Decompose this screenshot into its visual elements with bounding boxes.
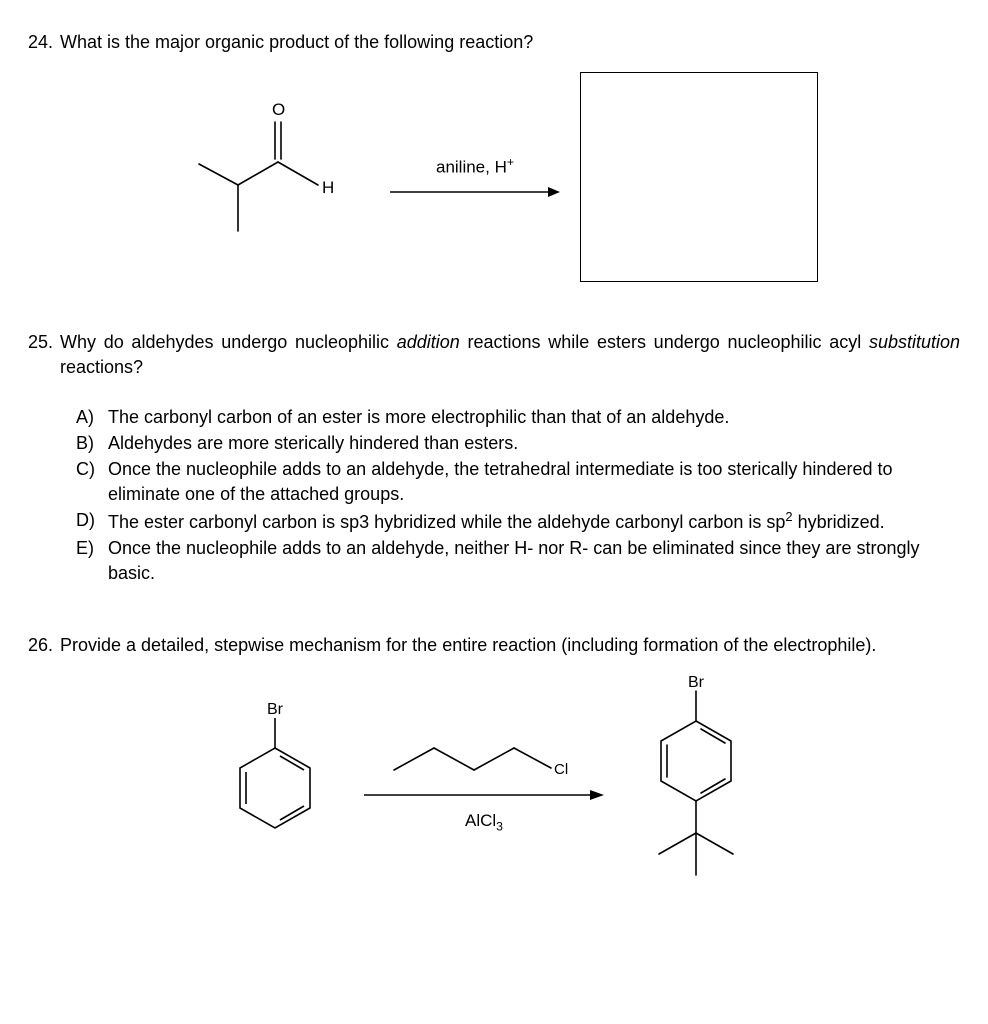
choice-text: Once the nucleophile adds to an aldehyde…: [108, 536, 960, 585]
q24-arrow-block: aniline, H+: [380, 154, 570, 202]
q26-reactant: Br: [212, 696, 342, 866]
question-25: 25. Why do aldehydes undergo nucleophili…: [28, 330, 960, 585]
choice-letter: D): [76, 508, 108, 532]
q24-o-label: O: [272, 100, 285, 119]
choice-text: The ester carbonyl carbon is sp3 hybridi…: [108, 508, 960, 534]
q24-number: 24.: [28, 30, 60, 54]
q26-product: Br: [626, 671, 776, 891]
q25-text: Why do aldehydes undergo nucleophilic ad…: [60, 330, 960, 379]
q24-answer-box: [580, 72, 818, 282]
choice-letter: A): [76, 405, 108, 429]
q26-text: Provide a detailed, stepwise mechanism f…: [60, 633, 960, 657]
choice-letter: C): [76, 457, 108, 481]
q26-reactant-br: Br: [267, 701, 284, 718]
q26-catalyst: AlCl3: [465, 810, 503, 835]
q25-number: 25.: [28, 330, 60, 354]
q25-choice: A)The carbonyl carbon of an ester is mor…: [76, 405, 960, 429]
choice-letter: B): [76, 431, 108, 455]
q26-cl-label: Cl: [554, 761, 568, 778]
q24-reaction: O H aniline, H+: [28, 72, 960, 282]
choice-text: Once the nucleophile adds to an aldehyde…: [108, 457, 960, 506]
q26-arrow: [362, 786, 607, 804]
q26-figure: Br Cl: [28, 671, 960, 891]
choice-letter: E): [76, 536, 108, 560]
q25-choice: D)The ester carbonyl carbon is sp3 hybri…: [76, 508, 960, 534]
q26-product-br: Br: [688, 674, 705, 691]
q26-number: 26.: [28, 633, 60, 657]
q26-reagent-structure: Cl: [379, 728, 589, 786]
q25-header: 25. Why do aldehydes undergo nucleophili…: [28, 330, 960, 379]
question-24: 24. What is the major organic product of…: [28, 30, 960, 282]
q25-choice: B)Aldehydes are more sterically hindered…: [76, 431, 960, 455]
q25-choices: A)The carbonyl carbon of an ester is mor…: [76, 405, 960, 585]
q25-choice: C)Once the nucleophile adds to an aldehy…: [76, 457, 960, 506]
choice-text: Aldehydes are more sterically hindered t…: [108, 431, 960, 455]
q24-reactant-structure: O H: [170, 87, 370, 267]
q26-header: 26. Provide a detailed, stepwise mechani…: [28, 633, 960, 657]
q24-text: What is the major organic product of the…: [60, 30, 960, 54]
q24-arrow: [388, 183, 563, 201]
question-26: 26. Provide a detailed, stepwise mechani…: [28, 633, 960, 891]
q24-arrow-label: aniline, H+: [436, 154, 514, 180]
choice-text: The carbonyl carbon of an ester is more …: [108, 405, 960, 429]
q24-h-label: H: [322, 178, 334, 197]
q24-header: 24. What is the major organic product of…: [28, 30, 960, 54]
q25-choice: E)Once the nucleophile adds to an aldehy…: [76, 536, 960, 585]
q26-arrow-block: Cl AlCl3: [354, 728, 614, 835]
